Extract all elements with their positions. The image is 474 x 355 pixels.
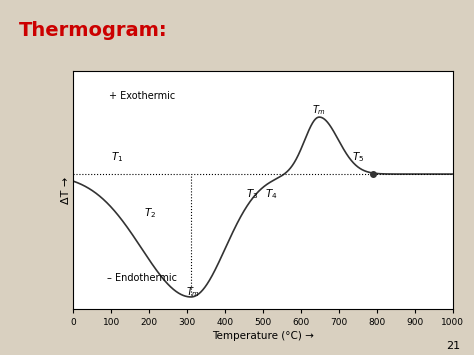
Text: + Exothermic: + Exothermic — [109, 91, 176, 101]
X-axis label: Temperature (°C) →: Temperature (°C) → — [212, 331, 314, 341]
Text: $T_m$: $T_m$ — [186, 285, 201, 299]
Text: $T_4$: $T_4$ — [265, 187, 277, 201]
Text: $T_2$: $T_2$ — [144, 206, 156, 220]
Text: $T_m$: $T_m$ — [311, 103, 326, 117]
Text: 21: 21 — [446, 342, 460, 351]
Text: $T_3$: $T_3$ — [246, 187, 258, 201]
Text: Thermogram:: Thermogram: — [19, 21, 168, 40]
Y-axis label: ΔT →: ΔT → — [61, 176, 71, 203]
Text: – Endothermic: – Endothermic — [107, 273, 177, 284]
Text: $T_1$: $T_1$ — [111, 150, 124, 164]
Text: $T_5$: $T_5$ — [352, 150, 365, 164]
